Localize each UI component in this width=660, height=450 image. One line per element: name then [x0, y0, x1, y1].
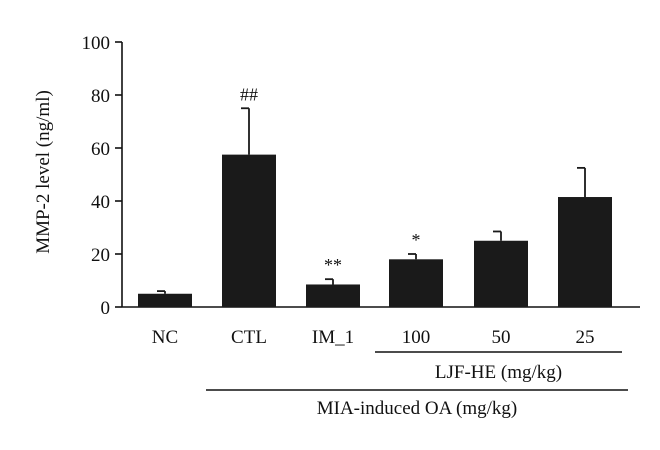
y-tick-label: 0 [101, 298, 111, 319]
bar-IM_1 [306, 284, 360, 307]
significance-label: * [412, 230, 421, 250]
bar-25 [558, 197, 612, 307]
bar-100 [389, 259, 443, 307]
y-axis: 0 20 40 60 80 100 [82, 33, 123, 319]
bar-50 [474, 240, 528, 307]
bar-CTL [222, 154, 276, 307]
y-tick-label: 40 [91, 192, 110, 213]
category-label: 50 [492, 327, 511, 348]
y-tick-label: 20 [91, 245, 110, 266]
y-tick-label: 60 [91, 139, 110, 160]
y-tick-label: 100 [82, 33, 111, 54]
y-axis-title: MMP-2 level (ng/ml) [33, 90, 54, 254]
category-label: 25 [576, 327, 595, 348]
bar-NC [138, 293, 192, 307]
significance-label: ## [240, 84, 258, 104]
significance-label: ** [324, 255, 342, 275]
category-label: NC [152, 327, 178, 348]
category-label: CTL [231, 327, 267, 348]
group-label: MIA-induced OA (mg/kg) [317, 398, 518, 419]
y-tick-label: 80 [91, 86, 110, 107]
category-label: 100 [402, 327, 431, 348]
group-label: LJF-HE (mg/kg) [435, 362, 562, 383]
category-label: IM_1 [312, 327, 354, 348]
